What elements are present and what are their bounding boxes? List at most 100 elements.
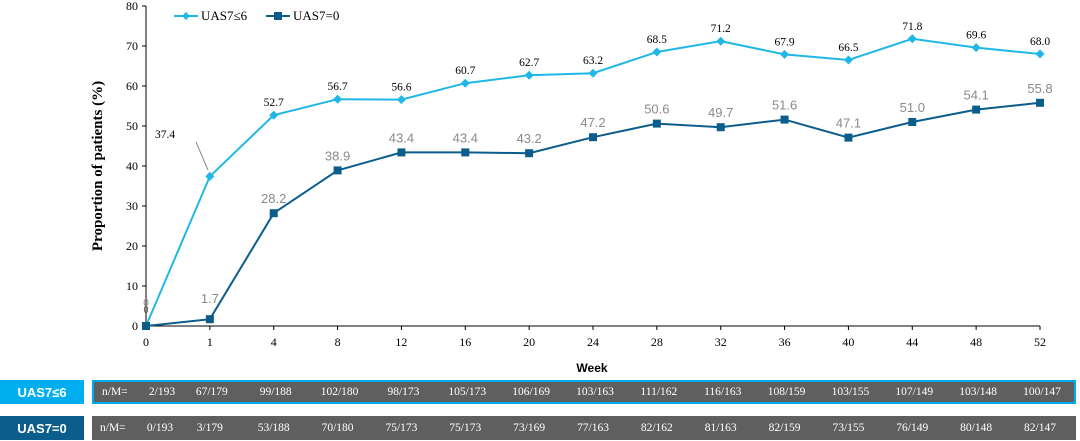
x-tick-label: 28 <box>651 335 663 349</box>
data-label-uas7-le-6: 37.4 <box>155 129 175 141</box>
y-tick-label: 20 <box>126 239 138 253</box>
data-label-uas7-le-6: 71.8 <box>902 21 922 33</box>
table-cell: 73/155 <box>832 422 865 434</box>
table-cell: 98/173 <box>387 386 420 398</box>
y-tick-label: 60 <box>126 79 138 93</box>
data-point-uas7-eq-0 <box>844 133 853 142</box>
table-row-uas7-le-6: UAS7≤6 n/M= 2/193 67/179 99/188 102/180 98/1… <box>0 380 1080 404</box>
x-tick-label: 12 <box>395 335 407 349</box>
data-point-uas7-le-6 <box>524 70 534 80</box>
table-cell: 82/162 <box>640 422 673 434</box>
table-cell: 105/173 <box>448 386 487 398</box>
table-cell: 67/179 <box>195 386 228 398</box>
table-cell: 116/163 <box>704 386 742 398</box>
x-tick-label: 44 <box>906 335 918 349</box>
data-label-uas7-le-6: 56.6 <box>391 82 411 94</box>
legend-label-uas7-le-6: UAS7≤6 <box>201 8 248 23</box>
data-point-uas7-eq-0 <box>908 118 917 126</box>
x-tick-label: 24 <box>587 335 599 349</box>
data-label-uas7-le-6: 62.7 <box>519 57 539 69</box>
table-cell: 99/188 <box>259 386 292 398</box>
series-line-uas7-le-6 <box>145 37 1041 327</box>
data-point-uas7-le-6 <box>460 78 470 88</box>
x-tick-label: 48 <box>970 335 982 349</box>
x-axis-title: Week <box>576 361 607 375</box>
legend-label-uas7-eq-0: UAS7=0 <box>293 8 339 23</box>
table-cell: 103/155 <box>831 386 870 398</box>
x-tick-label: 4 <box>271 335 277 349</box>
data-point-uas7-le-6 <box>588 68 598 78</box>
data-label-uas7-eq-0: 38.9 <box>325 148 350 163</box>
table-cell: 70/180 <box>321 422 354 434</box>
data-point-uas7-le-6 <box>780 49 790 59</box>
legend-marker-uas7-eq-0 <box>274 12 282 20</box>
data-label-uas7-le-6: 71.2 <box>711 23 731 35</box>
y-tick-label: 10 <box>126 279 138 293</box>
y-tick-label: 70 <box>126 39 138 53</box>
table-row-uas7-eq-0: UAS7=0 n/M= 0/193 3/179 53/188 70/180 75/173… <box>0 416 1080 440</box>
table-cell: 0/193 <box>146 422 174 434</box>
table-cell: 107/149 <box>895 386 934 398</box>
data-label-uas7-eq-0: 43.4 <box>453 130 478 145</box>
data-point-uas7-eq-0 <box>972 105 981 114</box>
legend-marker-uas7-le-6 <box>182 12 190 20</box>
data-point-uas7-le-6 <box>205 171 215 181</box>
data-point-uas7-eq-0 <box>269 209 278 218</box>
table-cell: 103/163 <box>576 386 614 398</box>
table-cell: 108/159 <box>767 386 806 398</box>
data-label-uas7-eq-0: 55.8 <box>1027 81 1052 96</box>
data-label-uas7-eq-0: 43.2 <box>516 131 541 146</box>
y-tick-label: 40 <box>126 159 138 173</box>
data-label-uas7-eq-0: 47.2 <box>580 115 605 130</box>
data-point-uas7-le-6 <box>843 55 853 65</box>
x-tick-label: 36 <box>779 335 791 349</box>
data-point-uas7-eq-0 <box>589 133 597 142</box>
data-label-uas7-eq-0: 50.6 <box>644 102 669 117</box>
data-label-uas7-eq-0: 54.1 <box>963 88 988 103</box>
data-point-uas7-le-6 <box>1035 49 1045 59</box>
data-label-uas7-le-6: 52.7 <box>264 97 284 109</box>
table-cell: 106/169 <box>512 386 550 398</box>
data-point-uas7-eq-0 <box>1036 98 1044 107</box>
data-point-uas7-le-6 <box>269 110 279 120</box>
table-cell: 75/173 <box>385 422 418 434</box>
x-tick-label: 8 <box>335 335 341 349</box>
row-prefix: n/M= <box>102 386 128 398</box>
data-label-uas7-eq-0: 49.7 <box>708 105 733 120</box>
table-cell: 102/180 <box>320 386 359 398</box>
callout-line <box>195 141 209 171</box>
table-cell: 73/169 <box>513 422 546 434</box>
data-point-uas7-le-6 <box>907 34 917 44</box>
x-tick-label: 0 <box>143 335 149 349</box>
table-cell: 2/193 <box>148 386 176 398</box>
data-point-uas7-eq-0 <box>652 119 661 128</box>
table-cell: 82/159 <box>768 422 801 434</box>
data-label-uas7-le-6: 63.2 <box>583 55 603 67</box>
x-tick-label: 40 <box>842 335 854 349</box>
data-label-uas7-le-6: 68.0 <box>1030 36 1050 48</box>
data-label-uas7-eq-0: 43.4 <box>389 130 414 145</box>
row-label-uas7-eq-0: UAS7=0 <box>0 416 84 440</box>
x-tick-label: 20 <box>523 335 535 349</box>
table-cell: 76/149 <box>896 422 929 434</box>
table-cell: 80/148 <box>960 422 993 434</box>
data-point-uas7-eq-0 <box>397 148 406 157</box>
data-point-uas7-eq-0 <box>142 322 150 330</box>
data-label-uas7-eq-0: 0 <box>143 298 149 309</box>
row-prefix: n/M= <box>100 422 126 434</box>
data-label-uas7-le-6: 60.7 <box>455 65 475 77</box>
table-cell: 103/148 <box>959 386 997 398</box>
data-label-uas7-eq-0: 28.2 <box>261 191 286 206</box>
y-tick-label: 0 <box>132 319 138 333</box>
table-cell: 77/163 <box>577 422 609 434</box>
x-tick-label: 32 <box>715 335 727 349</box>
data-point-uas7-eq-0 <box>461 148 470 157</box>
data-point-uas7-eq-0 <box>716 123 725 132</box>
data-point-uas7-le-6 <box>396 95 406 105</box>
data-label-uas7-eq-0: 51.6 <box>772 98 797 113</box>
data-point-uas7-le-6 <box>652 47 662 57</box>
y-tick-label: 50 <box>126 119 138 133</box>
table-cell: 81/163 <box>704 422 737 434</box>
row-values-uas7-eq-0: n/M= 0/193 3/179 53/188 70/180 75/173 75/173 7… <box>92 416 1076 440</box>
table-cell: 53/188 <box>257 422 290 434</box>
